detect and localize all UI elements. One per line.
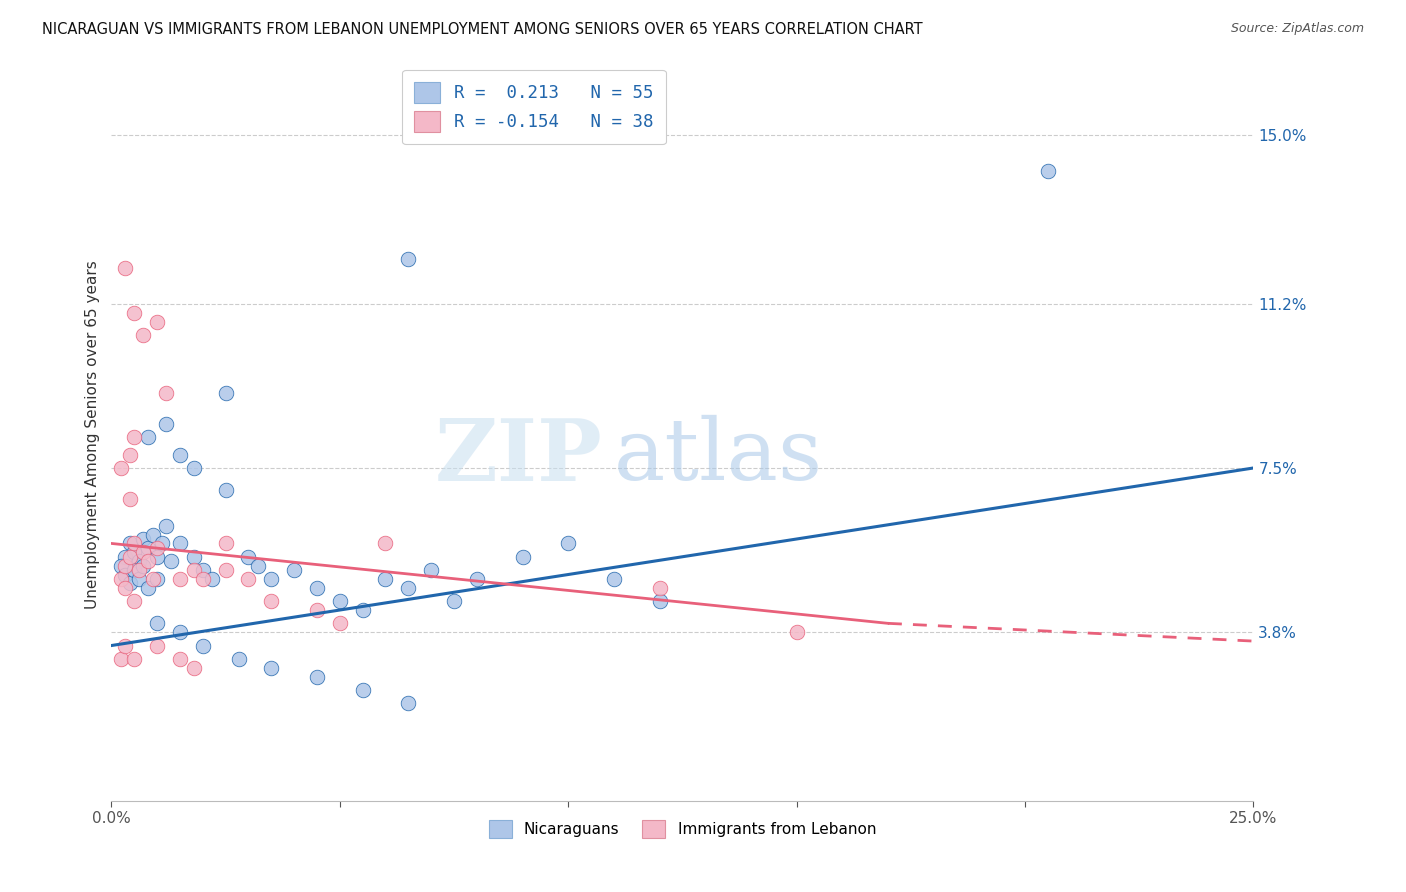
Point bbox=[329, 594, 352, 608]
Point bbox=[141, 527, 163, 541]
Point bbox=[228, 652, 250, 666]
Point bbox=[155, 417, 177, 431]
Text: Source: ZipAtlas.com: Source: ZipAtlas.com bbox=[1230, 22, 1364, 36]
Point bbox=[396, 696, 419, 710]
Point bbox=[146, 639, 169, 653]
Point bbox=[352, 682, 374, 697]
Point bbox=[169, 536, 191, 550]
Point bbox=[132, 532, 155, 546]
Point bbox=[374, 536, 396, 550]
Point bbox=[146, 314, 169, 328]
Point bbox=[146, 549, 169, 564]
Point bbox=[191, 563, 214, 577]
Point bbox=[136, 541, 159, 555]
Point bbox=[648, 581, 671, 595]
Point bbox=[118, 576, 141, 591]
Point bbox=[136, 430, 159, 444]
Point bbox=[214, 536, 236, 550]
Point bbox=[122, 594, 145, 608]
Point bbox=[260, 572, 283, 586]
Point bbox=[786, 625, 808, 640]
Point bbox=[114, 261, 136, 276]
Point bbox=[191, 572, 214, 586]
Point bbox=[214, 563, 236, 577]
Point bbox=[465, 572, 488, 586]
Text: ZIP: ZIP bbox=[434, 415, 602, 499]
Point bbox=[132, 558, 155, 573]
Point bbox=[512, 549, 534, 564]
Point bbox=[238, 572, 260, 586]
Point bbox=[114, 639, 136, 653]
Point bbox=[396, 581, 419, 595]
Point bbox=[557, 536, 579, 550]
Point bbox=[114, 549, 136, 564]
Point bbox=[214, 385, 236, 400]
Point bbox=[329, 616, 352, 631]
Point bbox=[118, 549, 141, 564]
Point bbox=[155, 518, 177, 533]
Point bbox=[183, 549, 205, 564]
Y-axis label: Unemployment Among Seniors over 65 years: Unemployment Among Seniors over 65 years bbox=[86, 260, 100, 609]
Point bbox=[128, 572, 150, 586]
Point bbox=[122, 536, 145, 550]
Point bbox=[305, 581, 328, 595]
Point bbox=[169, 625, 191, 640]
Point bbox=[420, 563, 443, 577]
Point bbox=[114, 558, 136, 573]
Point bbox=[191, 639, 214, 653]
Point bbox=[169, 448, 191, 462]
Point bbox=[146, 616, 169, 631]
Point bbox=[305, 603, 328, 617]
Point bbox=[118, 448, 141, 462]
Point bbox=[169, 652, 191, 666]
Point bbox=[1036, 163, 1059, 178]
Point bbox=[603, 572, 626, 586]
Point bbox=[132, 327, 155, 342]
Point bbox=[122, 430, 145, 444]
Text: atlas: atlas bbox=[614, 415, 823, 499]
Point bbox=[146, 572, 169, 586]
Point bbox=[136, 581, 159, 595]
Point bbox=[110, 558, 132, 573]
Point bbox=[238, 549, 260, 564]
Point bbox=[122, 652, 145, 666]
Point bbox=[122, 545, 145, 559]
Point bbox=[110, 572, 132, 586]
Point bbox=[128, 563, 150, 577]
Point bbox=[183, 563, 205, 577]
Point bbox=[110, 652, 132, 666]
Point bbox=[201, 572, 224, 586]
Point bbox=[169, 572, 191, 586]
Point bbox=[118, 536, 141, 550]
Point bbox=[214, 483, 236, 498]
Point bbox=[136, 554, 159, 568]
Legend: Nicaraguans, Immigrants from Lebanon: Nicaraguans, Immigrants from Lebanon bbox=[482, 814, 882, 845]
Point bbox=[396, 252, 419, 267]
Point bbox=[132, 545, 155, 559]
Point bbox=[260, 594, 283, 608]
Point bbox=[146, 541, 169, 555]
Point bbox=[118, 491, 141, 506]
Point bbox=[150, 536, 173, 550]
Point bbox=[141, 572, 163, 586]
Point bbox=[246, 558, 269, 573]
Point bbox=[128, 554, 150, 568]
Point bbox=[183, 461, 205, 475]
Point bbox=[159, 554, 181, 568]
Point bbox=[122, 305, 145, 319]
Point bbox=[114, 581, 136, 595]
Point bbox=[260, 661, 283, 675]
Point bbox=[183, 661, 205, 675]
Point bbox=[283, 563, 305, 577]
Point bbox=[114, 567, 136, 582]
Point bbox=[122, 563, 145, 577]
Point bbox=[648, 594, 671, 608]
Point bbox=[374, 572, 396, 586]
Point bbox=[155, 385, 177, 400]
Point bbox=[352, 603, 374, 617]
Point bbox=[443, 594, 465, 608]
Point bbox=[305, 670, 328, 684]
Text: NICARAGUAN VS IMMIGRANTS FROM LEBANON UNEMPLOYMENT AMONG SENIORS OVER 65 YEARS C: NICARAGUAN VS IMMIGRANTS FROM LEBANON UN… bbox=[42, 22, 922, 37]
Point bbox=[110, 461, 132, 475]
